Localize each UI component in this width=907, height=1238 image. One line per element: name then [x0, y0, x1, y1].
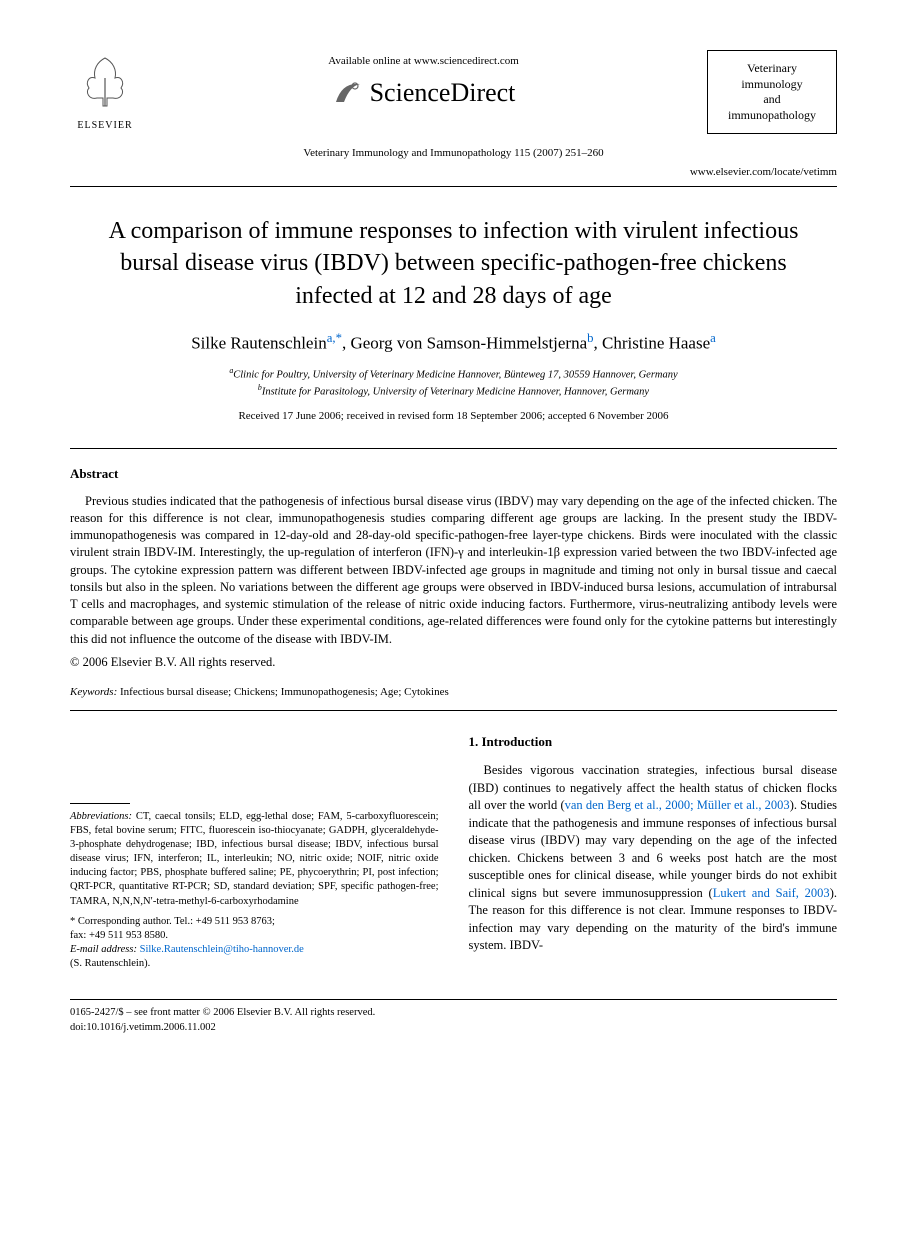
footnote-rule	[70, 803, 130, 804]
journal-line-3: and	[712, 92, 832, 108]
journal-line-2: immunology	[712, 77, 832, 93]
corr-email-line: E-mail address: Silke.Rautenschlein@tiho…	[70, 943, 439, 957]
left-column: Abbreviations: CT, caecal tonsils; ELD, …	[70, 733, 439, 972]
elsevier-tree-icon	[75, 50, 135, 110]
footer-doi: doi:10.1016/j.vetimm.2006.11.002	[70, 1021, 837, 1035]
affil-b: bInstitute for Parasitology, University …	[70, 383, 837, 400]
intro-heading: 1. Introduction	[469, 733, 838, 751]
footer: 0165-2427/$ – see front matter © 2006 El…	[70, 1006, 837, 1034]
sciencedirect-icon	[332, 76, 364, 108]
sciencedirect-logo: ScienceDirect	[140, 75, 707, 110]
author-3-affil[interactable]: a	[710, 331, 716, 345]
citation-ref-1[interactable]: van den Berg et al., 2000; Müller et al.…	[565, 798, 790, 812]
elsevier-wordmark: ELSEVIER	[70, 119, 140, 133]
abstract-copyright: © 2006 Elsevier B.V. All rights reserved…	[70, 654, 837, 671]
keywords-text: Infectious bursal disease; Chickens; Imm…	[117, 686, 448, 698]
corresponding-author-block: * Corresponding author. Tel.: +49 511 95…	[70, 915, 439, 972]
footer-rule	[70, 999, 837, 1000]
abstract-bottom-rule	[70, 710, 837, 711]
abbrev-label: Abbreviations:	[70, 811, 132, 822]
article-title: A comparison of immune responses to infe…	[90, 215, 817, 312]
corr-line-1: * Corresponding author. Tel.: +49 511 95…	[70, 915, 439, 929]
two-column-layout: Abbreviations: CT, caecal tonsils; ELD, …	[70, 733, 837, 972]
journal-title-box: Veterinary immunology and immunopatholog…	[707, 50, 837, 134]
locate-url[interactable]: www.elsevier.com/locate/vetimm	[70, 165, 837, 180]
corr-signature: (S. Rautenschlein).	[70, 957, 439, 971]
author-1: Silke Rautenschlein	[191, 334, 327, 353]
author-list: Silke Rautenschleina,*, Georg von Samson…	[70, 330, 837, 356]
keywords-label: Keywords:	[70, 686, 117, 698]
citation-ref-2[interactable]: Lukert and Saif, 2003	[713, 886, 830, 900]
abstract-body: Previous studies indicated that the path…	[70, 493, 837, 648]
article-dates: Received 17 June 2006; received in revis…	[70, 409, 837, 424]
elsevier-logo: ELSEVIER	[70, 50, 140, 132]
journal-line-1: Veterinary	[712, 61, 832, 77]
affiliations: aClinic for Poultry, University of Veter…	[70, 366, 837, 399]
author-2: Georg von Samson-Himmelstjerna	[350, 334, 587, 353]
header-rule	[70, 186, 837, 187]
sciencedirect-text: ScienceDirect	[370, 75, 516, 110]
corr-line-2: fax: +49 511 953 8580.	[70, 929, 439, 943]
author-3: Christine Haase	[602, 334, 710, 353]
intro-paragraph: Besides vigorous vaccination strategies,…	[469, 762, 838, 955]
footer-copyright: 0165-2427/$ – see front matter © 2006 El…	[70, 1006, 837, 1020]
center-header: Available online at www.sciencedirect.co…	[140, 50, 707, 110]
right-column: 1. Introduction Besides vigorous vaccina…	[469, 733, 838, 972]
author-1-affil[interactable]: a,*	[327, 331, 342, 345]
abstract-heading: Abstract	[70, 465, 837, 483]
journal-line-4: immunopathology	[712, 108, 832, 124]
citation-line: Veterinary Immunology and Immunopatholog…	[70, 146, 837, 161]
author-sep: ,	[594, 334, 603, 353]
affil-a: aClinic for Poultry, University of Veter…	[70, 366, 837, 383]
email-link[interactable]: Silke.Rautenschlein@tiho-hannover.de	[140, 944, 304, 955]
email-label: E-mail address:	[70, 944, 137, 955]
available-online-text: Available online at www.sciencedirect.co…	[140, 54, 707, 69]
keywords-line: Keywords: Infectious bursal disease; Chi…	[70, 685, 837, 700]
abbreviations-block: Abbreviations: CT, caecal tonsils; ELD, …	[70, 810, 439, 909]
publisher-header: ELSEVIER Available online at www.science…	[70, 50, 837, 134]
abstract-top-rule	[70, 448, 837, 449]
abbrev-text: CT, caecal tonsils; ELD, egg-lethal dose…	[70, 811, 439, 907]
